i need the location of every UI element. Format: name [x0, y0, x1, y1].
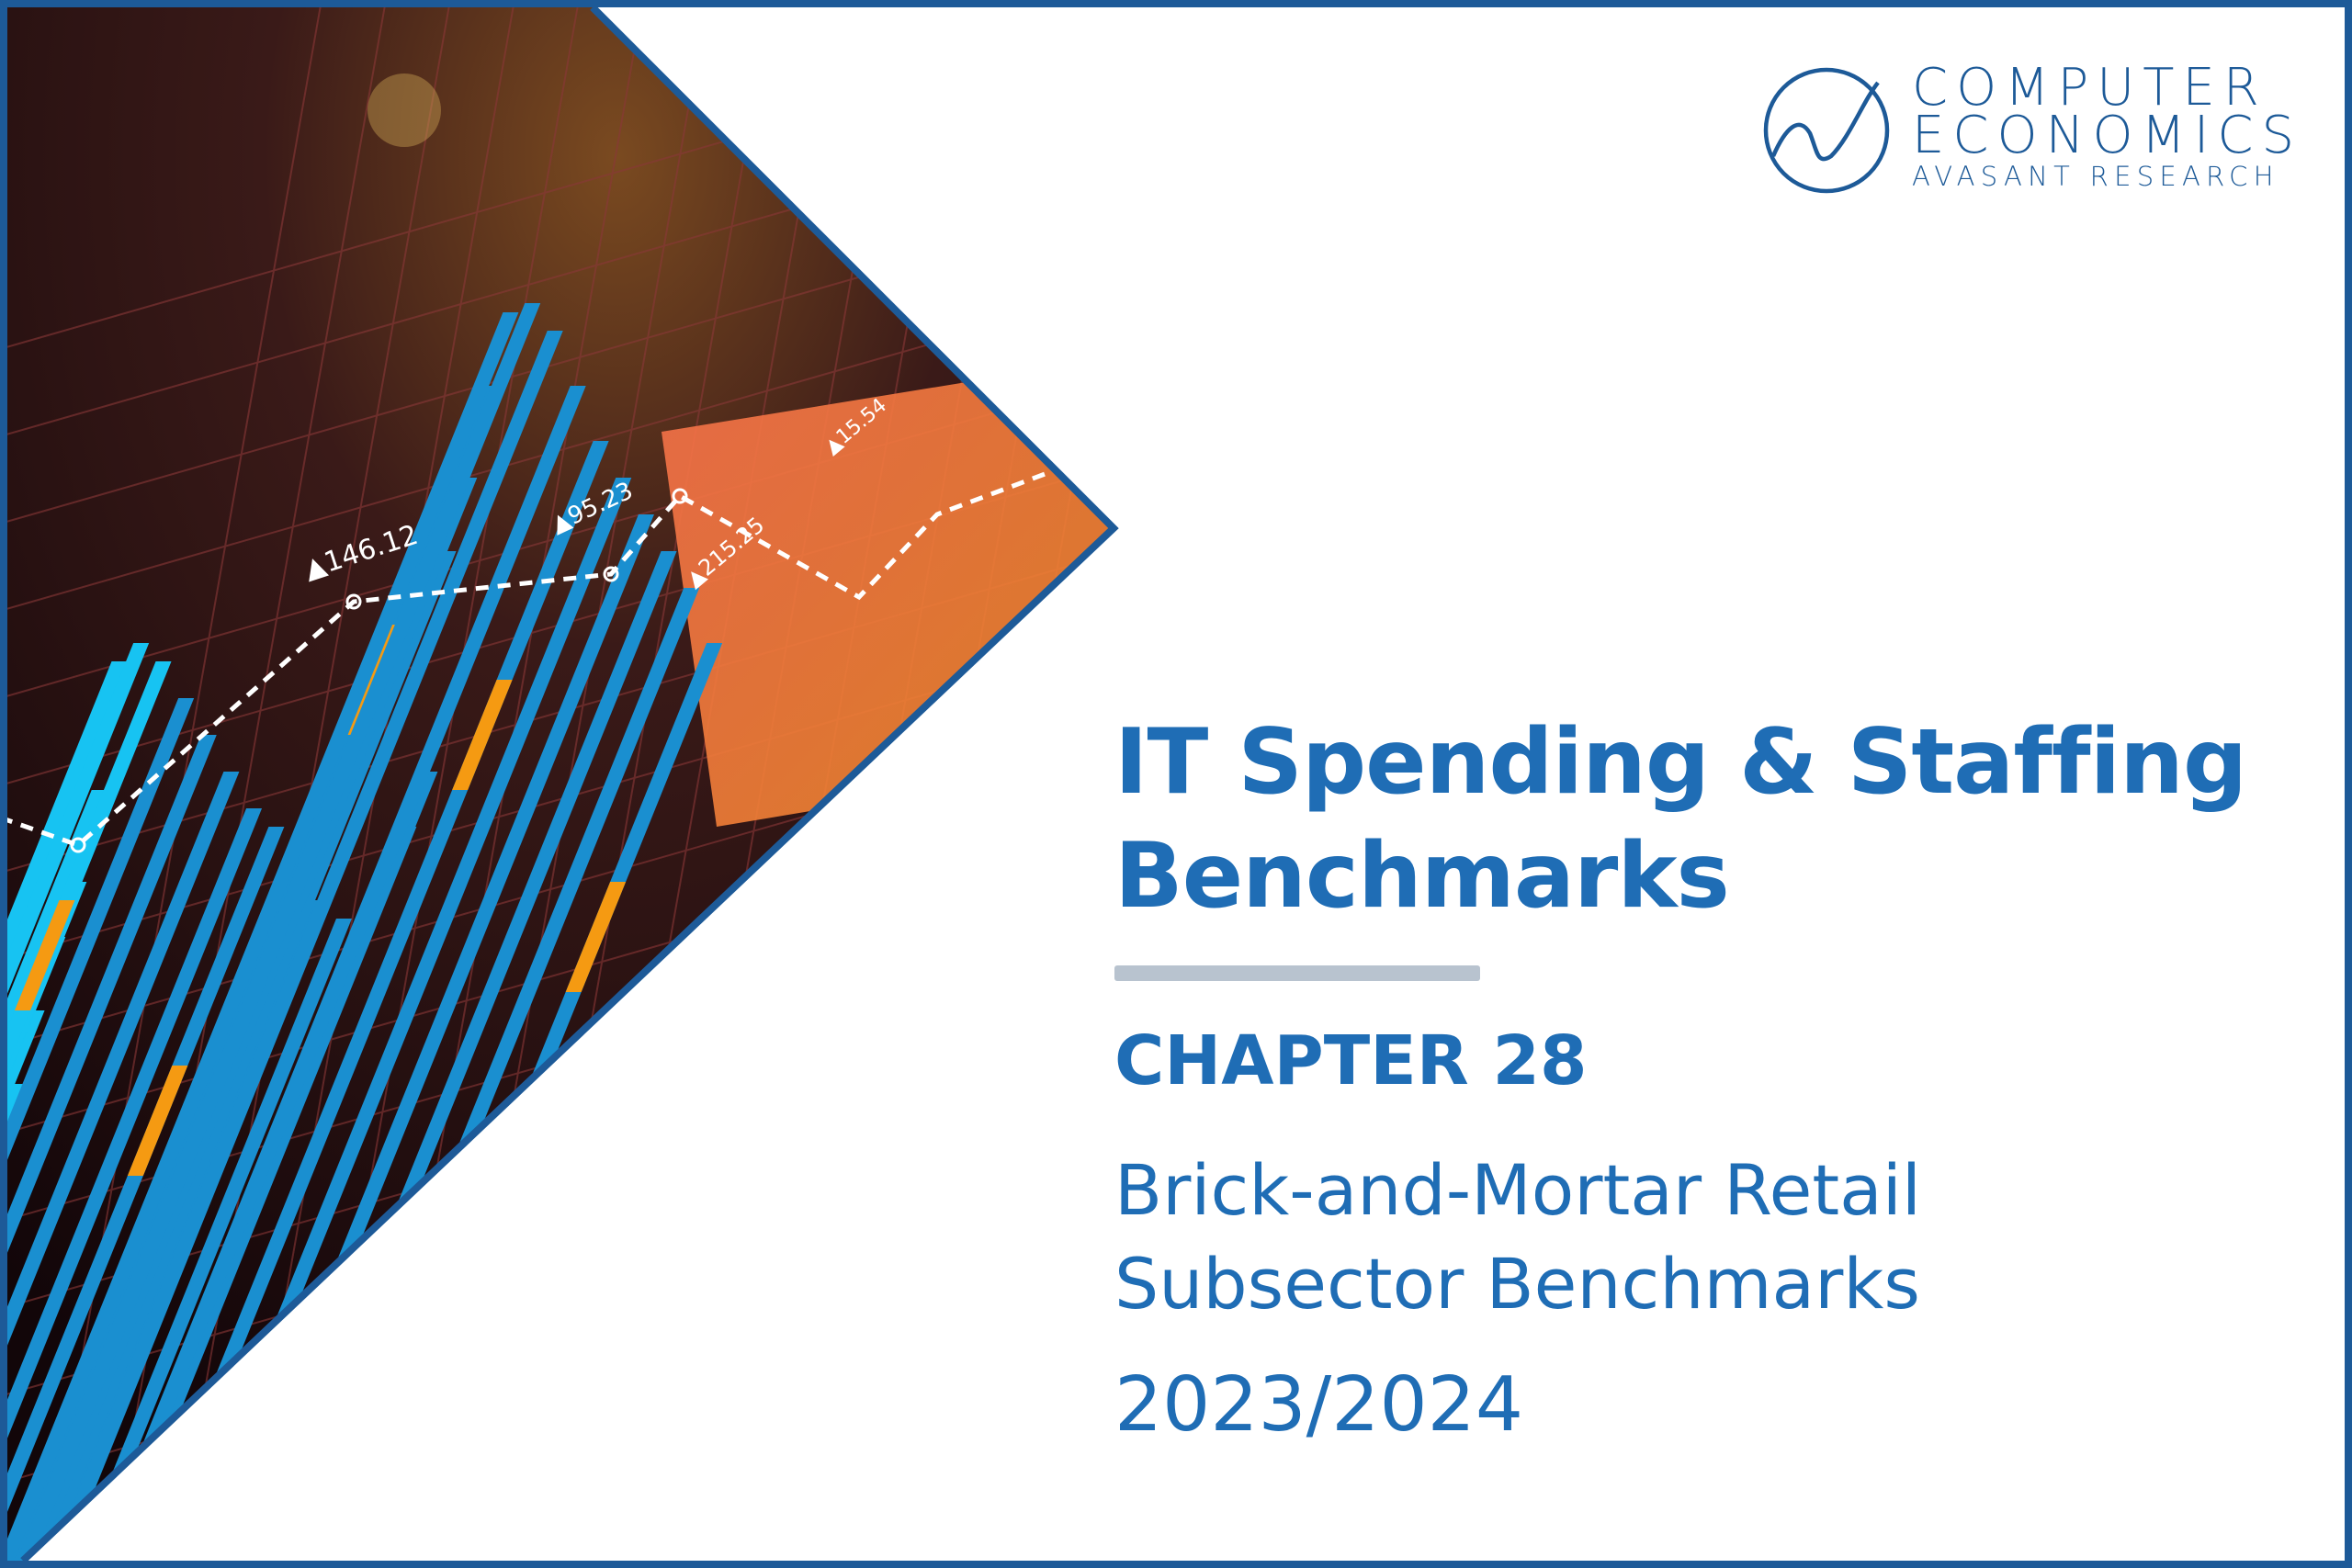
subtitle-line-2: Subsector Benchmarks: [1114, 1243, 1920, 1325]
triangle-border: [20, 5, 1119, 1563]
logo-line-1: COMPUTER: [1912, 58, 2267, 118]
artwork-bar: [177, 478, 632, 1561]
artwork-bar: [7, 827, 285, 1561]
artwork-bar: [7, 735, 217, 1561]
chapter-subtitle: Brick-and-Mortar Retail Subsector Benchm…: [1114, 1144, 1921, 1331]
title-divider: [1114, 965, 1480, 981]
artwork-bar: [76, 919, 352, 1561]
artwork-bars: [7, 303, 723, 1561]
artwork-bar: [7, 643, 150, 1561]
artwork-bar: [7, 312, 519, 1561]
subtitle-line-1: Brick-and-Mortar Retail: [1114, 1149, 1921, 1231]
title-line-1: IT Spending & Staffing: [1114, 710, 2247, 815]
logo-circle-icon: [1763, 67, 1890, 194]
artwork-bar-highlight: [452, 680, 513, 790]
artwork-bar-highlight: [127, 1066, 188, 1176]
artwork-bar: [7, 661, 172, 1561]
artwork-bar: [95, 386, 586, 1561]
artwork-background: [7, 7, 1114, 1561]
grid-line: [817, 7, 1094, 1561]
trend-point: [345, 593, 362, 610]
artwork-bar: [7, 772, 240, 1561]
artwork-bar: [7, 698, 195, 1561]
logo-line-2: ECONOMICS: [1912, 106, 2303, 165]
artwork-bar: [7, 882, 87, 1561]
page-title: IT Spending & Staffing Benchmarks: [1114, 705, 2247, 933]
artwork-bar: [50, 331, 563, 1561]
orange-panel: [662, 367, 1114, 827]
computer-economics-logo: COMPUTER ECONOMICS AVASANT RESEARCH: [1762, 58, 2313, 202]
light-glow: [368, 73, 441, 147]
artwork-bar: [16, 303, 541, 1561]
artwork-bar: [7, 808, 263, 1561]
artwork-bar: [7, 790, 107, 1561]
chapter-label: CHAPTER 28: [1114, 1021, 1588, 1100]
title-line-2: Benchmarks: [1114, 824, 1730, 929]
trend-line: [7, 457, 1085, 848]
trend-point: [672, 488, 688, 504]
artwork-bar-highlight: [565, 882, 627, 992]
trend-point: [603, 566, 619, 582]
artwork-bar-highlight: [14, 900, 75, 1010]
logo-wordmark: COMPUTER ECONOMICS AVASANT RESEARCH: [1912, 58, 2303, 193]
logo-line-3: AVASANT RESEARCH: [1912, 161, 2279, 192]
edition-year: 2023/2024: [1114, 1361, 1523, 1449]
artwork-bar: [7, 661, 128, 1561]
trend-point: [70, 837, 86, 853]
